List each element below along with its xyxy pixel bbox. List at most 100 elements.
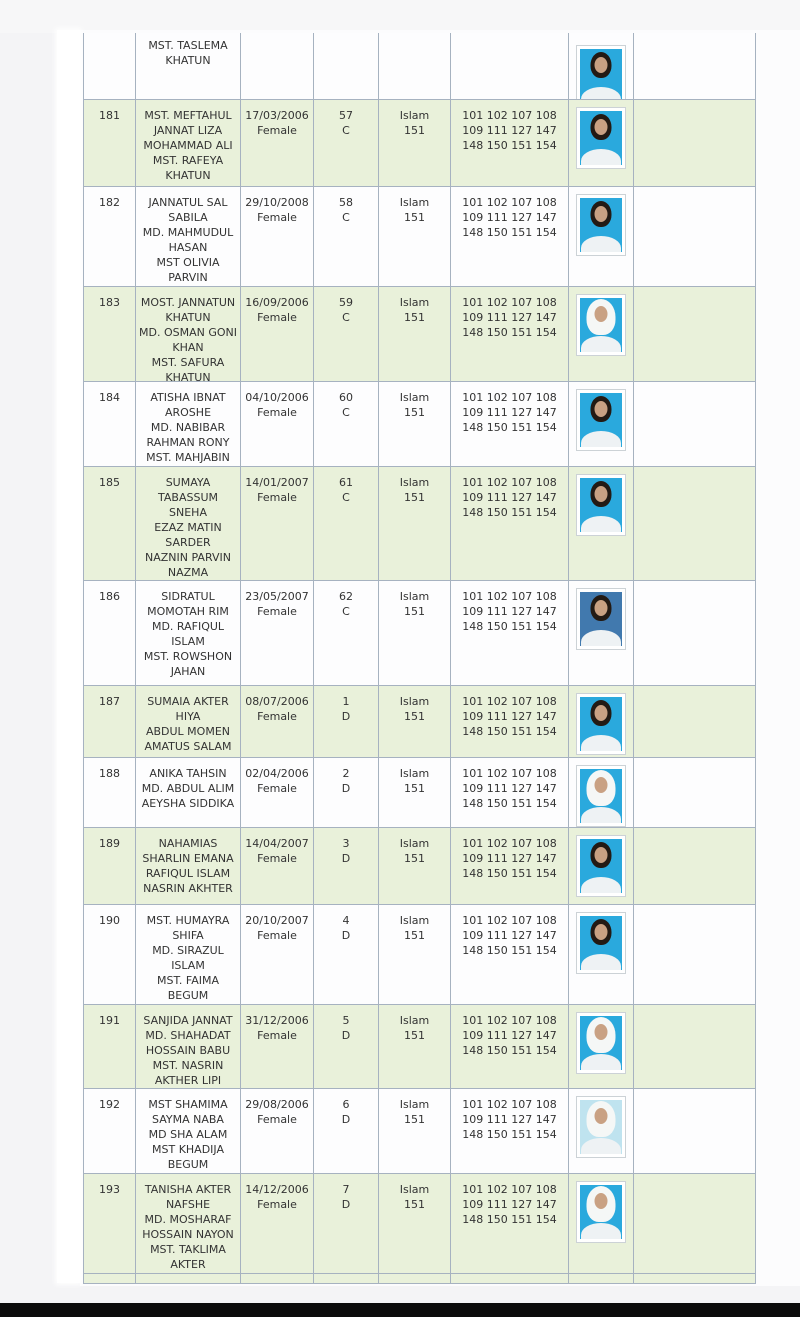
- name-line: MST. TASLEMA: [148, 39, 228, 52]
- subject-codes-line: 101 102 107 108: [462, 1183, 557, 1196]
- subject-codes-cell: [451, 33, 569, 99]
- section-letter: D: [341, 1029, 351, 1042]
- empty-cell: [634, 686, 756, 757]
- student-photo: [576, 389, 626, 451]
- name-line: SARDER: [165, 536, 211, 549]
- name-line: NAFSHE: [165, 1198, 211, 1211]
- subject-codes-cell: 101 102 107 108 109 111 127 147 148 150 15…: [451, 686, 569, 757]
- gender: Female: [257, 406, 297, 419]
- religion: Islam: [399, 1183, 430, 1196]
- name-line: ANIKA TAHSIN: [149, 767, 227, 780]
- religion-code: 151: [404, 311, 425, 324]
- name-line: NAZMA: [167, 566, 209, 579]
- roll-section-cell: 59 C: [314, 287, 379, 381]
- name-line: MST. MAHJABIN: [146, 451, 230, 464]
- serial-number: 191: [99, 1014, 120, 1027]
- name-line: MOST. JANNATUN: [140, 296, 236, 309]
- religion: Islam: [399, 391, 430, 404]
- table-row: 191 SANJIDA JANNAT MD. SHAHADAT HOSSAIN BAB…: [84, 1005, 756, 1089]
- religion-cell: Islam 151: [379, 467, 451, 580]
- serial-cell: 181: [84, 100, 136, 186]
- name-line: AMATUS SALAM: [144, 740, 232, 753]
- photo-face-shape: [594, 1193, 608, 1209]
- section-letter: D: [341, 1198, 351, 1211]
- name-line: RAFIQUL ISLAM: [145, 867, 231, 880]
- name-line: BEGUM: [167, 1158, 209, 1171]
- roll-number: 6: [342, 1098, 350, 1111]
- photo-shoulders-shape: [581, 630, 621, 646]
- serial-cell: 183: [84, 287, 136, 381]
- subject-codes-line: 109 111 127 147: [462, 782, 557, 795]
- photo-cell: [569, 287, 634, 381]
- name-line: KHATUN: [165, 311, 211, 324]
- table-row: 188 ANIKA TAHSIN MD. ABDUL ALIM AEYSHA SIDD…: [84, 758, 756, 828]
- religion-code: 151: [404, 1198, 425, 1211]
- serial-number: 181: [99, 109, 120, 122]
- serial-cell: 187: [84, 686, 136, 757]
- date-of-birth: 02/04/2006: [245, 767, 309, 780]
- table-row: 183 MOST. JANNATUN KHATUN MD. OSMAN GONI KHA…: [84, 287, 756, 382]
- dob-gender-cell: 29/08/2006 Female: [241, 1089, 314, 1173]
- gender: Female: [257, 311, 297, 324]
- gender: Female: [257, 929, 297, 942]
- name-line: HOSSAIN NAYON: [142, 1228, 234, 1241]
- serial-number: 188: [99, 767, 120, 780]
- photo-shoulders-shape: [581, 877, 621, 893]
- student-photo: [576, 588, 626, 650]
- section-letter: C: [342, 605, 350, 618]
- name-line: ATISHA IBNAT: [150, 391, 226, 404]
- section-letter: D: [341, 782, 351, 795]
- gender: Female: [257, 1029, 297, 1042]
- gender: Female: [257, 1198, 297, 1211]
- student-photo: [576, 294, 626, 356]
- religion-code: 151: [404, 1029, 425, 1042]
- bottom-letterbox-bar: [0, 1303, 800, 1317]
- date-of-birth: 14/01/2007: [245, 476, 309, 489]
- photo-face-shape: [594, 705, 608, 721]
- roll-number: 7: [342, 1183, 350, 1196]
- name-line: MD. SHAHADAT: [145, 1029, 231, 1042]
- student-photo-image: [580, 298, 622, 352]
- religion-cell: Islam 151: [379, 1089, 451, 1173]
- date-of-birth: 17/03/2006: [245, 109, 309, 122]
- name-line: TANISHA AKTER: [144, 1183, 232, 1196]
- date-of-birth: 31/12/2006: [245, 1014, 309, 1027]
- subject-codes-line: 101 102 107 108: [462, 1098, 557, 1111]
- name-line: NAHAMIAS: [158, 837, 218, 850]
- name-line: MD. SIRAZUL: [152, 944, 224, 957]
- subject-codes-line: 109 111 127 147: [462, 710, 557, 723]
- roll-number: 1: [342, 695, 350, 708]
- subject-codes-cell: 101 102 107 108 109 111 127 147 148 150 15…: [451, 187, 569, 286]
- roll-section-cell: [314, 33, 379, 99]
- name-cell: SUMAIA AKTER HIYA ABDUL MOMEN AMATUS SALAM: [136, 686, 241, 757]
- table-row: MST. TASLEMA KHATUN: [84, 33, 756, 100]
- name-line: TABASSUM: [158, 491, 218, 504]
- photo-shoulders-shape: [581, 807, 621, 823]
- subject-codes-line: 148 150 151 154: [462, 226, 557, 239]
- name-line: MST. SAFURA: [151, 356, 225, 369]
- empty-cell: [634, 1274, 756, 1283]
- name-line: SAYMA NABA: [152, 1113, 224, 1126]
- section-letter: D: [341, 852, 351, 865]
- date-of-birth: 14/12/2006: [245, 1183, 309, 1196]
- serial-number: 193: [99, 1183, 120, 1196]
- photo-cell: [569, 33, 634, 99]
- roll-number: 61: [339, 476, 353, 489]
- student-photo: [576, 912, 626, 974]
- student-photo-image: [580, 49, 622, 99]
- date-of-birth: 08/07/2006: [245, 695, 309, 708]
- name-line: SHARLIN EMANA: [142, 852, 234, 865]
- roll-number: 60: [339, 391, 353, 404]
- subject-codes-line: 101 102 107 108: [462, 837, 557, 850]
- name-line: MOMOTAH RIM: [147, 605, 229, 618]
- table-row: 192 MST SHAMIMA SAYMA NABA MD SHA ALAM MST K…: [84, 1089, 756, 1174]
- student-photo-image: [580, 478, 622, 532]
- photo-shoulders-shape: [581, 954, 621, 970]
- religion-cell: Islam 151: [379, 828, 451, 904]
- religion-code: 151: [404, 406, 425, 419]
- name-line: MD. MAHMUDUL: [142, 226, 234, 239]
- serial-number: 182: [99, 196, 120, 209]
